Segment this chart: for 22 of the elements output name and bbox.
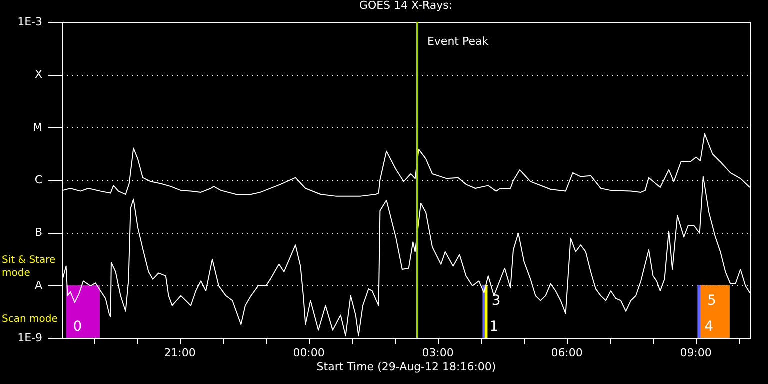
x-axis-title: Start Time (29-Aug-12 18:16:00) — [316, 360, 496, 374]
y-tick-label: 1E-3 — [18, 16, 42, 28]
band-label: 3 — [492, 293, 501, 309]
y-tick-label: 1E-9 — [18, 332, 42, 344]
x-tick-label: 06:00 — [551, 346, 583, 360]
ref-line-label: Event Peak — [427, 35, 490, 48]
band-label: 0 — [73, 319, 82, 335]
x-tick-label: 21:00 — [164, 346, 196, 360]
y-tick-label: X — [34, 68, 43, 82]
x-tick-label: 03:00 — [422, 346, 454, 360]
band-label: 4 — [704, 319, 714, 335]
text: Scan mode — [2, 314, 58, 325]
band-label: 5 — [708, 293, 716, 309]
text: Sit & Stare mode — [2, 255, 56, 279]
chart-title: GOES 14 X-Rays: — [359, 0, 453, 12]
y-tick-label: M — [33, 120, 42, 134]
y-tick-label: A — [34, 278, 43, 292]
band-label: 1 — [490, 319, 499, 335]
x-tick-label: 00:00 — [293, 346, 325, 360]
y-tick-label: C — [34, 174, 43, 186]
x-tick-label: 09:00 — [680, 346, 712, 360]
y-tick-label: B — [34, 226, 42, 240]
